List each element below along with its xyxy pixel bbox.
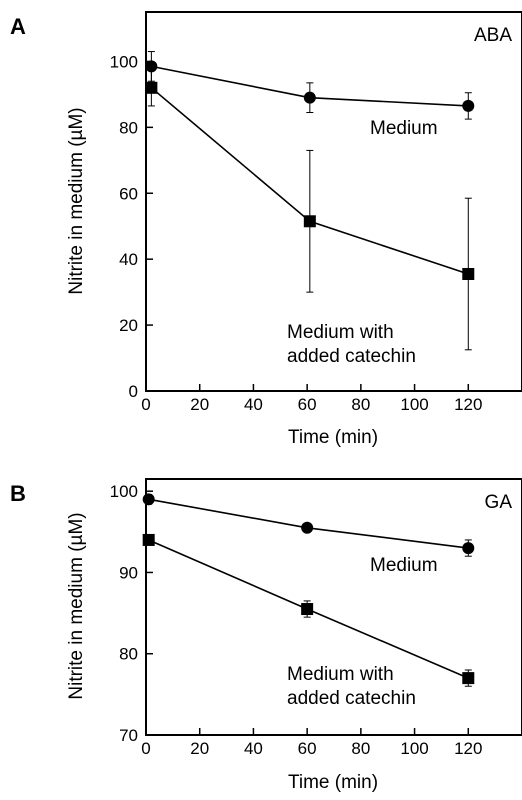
panel-a-y-tick-label: 40	[119, 250, 138, 269]
panel-a-y-tick-label: 0	[129, 382, 138, 401]
panel-b-catechin-point	[462, 672, 475, 685]
panel-b-medium-point	[142, 493, 155, 506]
panel-a-x-tick-label: 0	[141, 395, 150, 414]
panel-a-medium-point	[303, 91, 316, 104]
panel-b-plot-frame	[145, 478, 522, 736]
panel-a: A 0 20 40 60 80 100 120 0 20 40 60 80 100 Time (min…	[10, 11, 522, 448]
panel-b-x-ticks: 0 20 40 60 80 100 120	[141, 728, 482, 758]
panel-a-x-tick-label: 120	[454, 395, 482, 414]
panel-b-condition-label: GA	[485, 492, 513, 513]
panel-a-y-tick-label: 80	[119, 118, 138, 137]
panel-a-y-tick-label: 60	[119, 184, 138, 203]
panel-a-plot-frame	[145, 11, 522, 392]
panel-b-catechin-label-line2: added catechin	[287, 688, 416, 709]
panel-b-x-tick-label: 40	[244, 739, 263, 758]
panel-b-series	[142, 493, 475, 687]
panel-b-x-tick-label: 100	[400, 739, 428, 758]
panel-a-series	[145, 51, 475, 351]
panel-a-y-tick-label: 20	[119, 316, 138, 335]
panel-a-x-tick-label: 60	[298, 395, 317, 414]
panel-b-x-tick-label: 60	[298, 739, 317, 758]
panel-b-x-tick-label: 120	[454, 739, 482, 758]
panel-b-y-tick-label: 70	[119, 726, 138, 745]
panel-a-letter: A	[10, 14, 26, 39]
panel-a-x-axis-label: Time (min)	[288, 427, 378, 448]
panel-a-catechin-label-line1: Medium with	[287, 322, 394, 343]
panel-b-medium-label: Medium	[370, 555, 438, 576]
panel-a-catechin-label-line2: added catechin	[287, 346, 416, 367]
panel-b-catechin-point	[301, 603, 314, 616]
panel-a-medium-label: Medium	[370, 118, 438, 139]
panel-a-x-tick-label: 80	[351, 395, 370, 414]
panel-a-medium-point	[462, 99, 475, 112]
panel-a-x-tick-label: 100	[400, 395, 428, 414]
panel-b-catechin-point	[142, 533, 155, 546]
panel-b-x-tick-label: 80	[351, 739, 370, 758]
panel-b-catechin-label-line1: Medium with	[287, 664, 394, 685]
panel-b-y-ticks: 70 80 90 100	[110, 482, 153, 745]
panel-a-y-tick-label: 100	[110, 52, 138, 71]
panel-a-x-tick-label: 20	[190, 395, 209, 414]
panel-b-medium-point	[301, 521, 314, 534]
panel-b: B 0 20 40 60 80 100 120 70 80 90 100 Time (min) N…	[10, 478, 522, 793]
panel-a-catechin-point	[145, 81, 158, 94]
panel-a-catechin-point	[303, 215, 316, 228]
panel-a-x-ticks: 0 20 40 60 80 100 120	[141, 384, 482, 414]
panel-b-x-tick-label: 0	[141, 739, 150, 758]
panel-a-y-ticks: 0 20 40 60 80 100	[110, 52, 153, 401]
panel-a-catechin-point	[462, 268, 475, 281]
panel-b-letter: B	[10, 481, 26, 506]
panel-a-x-tick-label: 40	[244, 395, 263, 414]
panel-b-x-axis-label: Time (min)	[288, 772, 378, 793]
panel-a-y-axis-label: Nitrite in medium (µM)	[66, 107, 87, 294]
panel-b-y-axis-label: Nitrite in medium (µM)	[66, 512, 87, 699]
panel-b-x-tick-label: 20	[190, 739, 209, 758]
panel-b-medium-point	[462, 542, 475, 555]
panel-b-y-tick-label: 80	[119, 645, 138, 664]
panel-b-y-tick-label: 100	[110, 482, 138, 501]
panel-b-y-tick-label: 90	[119, 563, 138, 582]
panel-a-condition-label: ABA	[474, 25, 512, 46]
